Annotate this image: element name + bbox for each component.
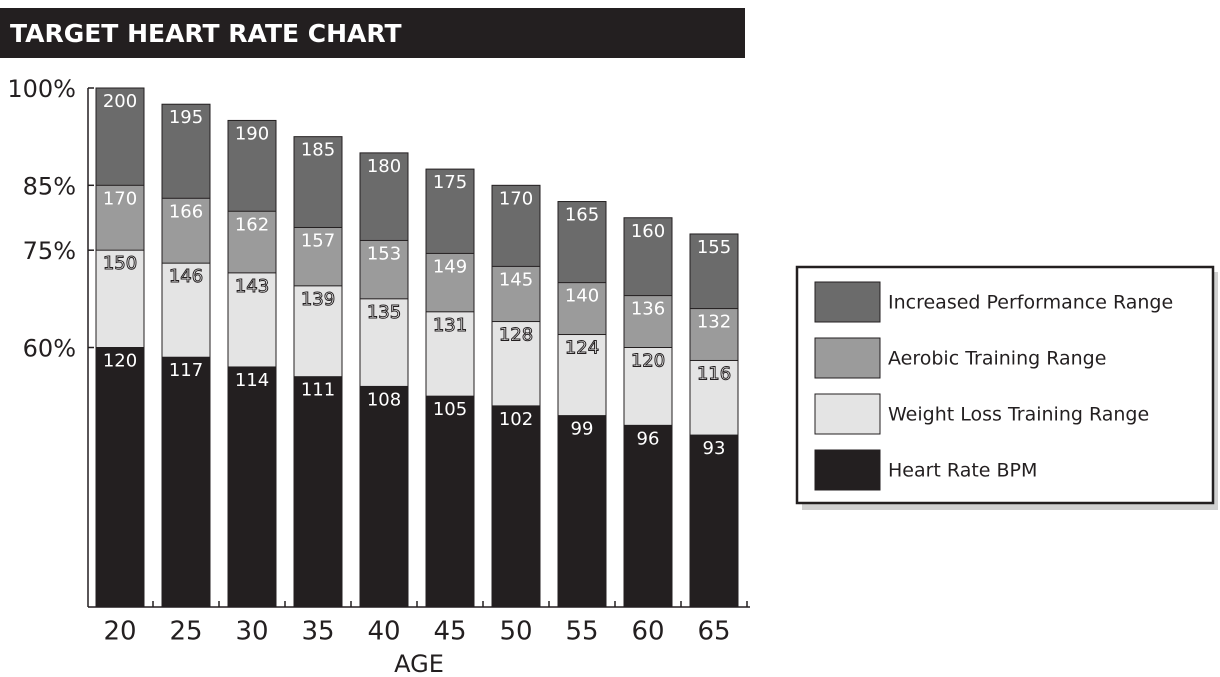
- bar: [425, 395, 475, 608]
- bar: [689, 434, 739, 608]
- value-label: 185: [301, 140, 335, 161]
- y-tick-label: 75%: [23, 237, 76, 265]
- value-label: 195: [169, 107, 203, 128]
- x-tick-label: 65: [697, 617, 730, 647]
- x-tick-label: 50: [499, 617, 532, 647]
- value-label: 166: [169, 201, 203, 222]
- legend-swatch: [814, 449, 881, 491]
- value-label: 105: [433, 399, 467, 420]
- value-label: 162: [235, 214, 269, 235]
- value-label: 145: [499, 269, 533, 290]
- bar: [359, 385, 409, 608]
- value-label: 190: [235, 123, 269, 144]
- y-tick-label: 100%: [7, 75, 76, 103]
- value-label: 155: [697, 237, 731, 258]
- value-label: 135: [367, 302, 401, 323]
- value-label: 102: [499, 409, 533, 430]
- value-label: 132: [697, 312, 731, 333]
- value-label: 116: [697, 363, 731, 384]
- x-tick-label: 40: [367, 617, 400, 647]
- value-label: 200: [103, 91, 137, 112]
- legend-swatch: [814, 393, 881, 435]
- value-label: 120: [103, 351, 137, 372]
- legend-label: Heart Rate BPM: [888, 460, 1037, 482]
- legend-label: Weight Loss Training Range: [888, 404, 1149, 426]
- bar: [623, 424, 673, 608]
- value-label: 96: [637, 428, 660, 449]
- value-label: 93: [703, 438, 726, 459]
- value-label: 170: [499, 188, 533, 209]
- x-tick-label: 35: [301, 617, 334, 647]
- value-label: 146: [169, 266, 203, 287]
- title-bar: [0, 8, 745, 58]
- value-label: 114: [235, 370, 269, 391]
- x-tick-label: 25: [169, 617, 202, 647]
- value-label: 140: [565, 286, 599, 307]
- x-tick-label: 45: [433, 617, 466, 647]
- value-label: 108: [367, 389, 401, 410]
- y-tick-label: 60%: [23, 335, 76, 363]
- value-label: 128: [499, 325, 533, 346]
- value-label: 139: [301, 289, 335, 310]
- chart-title: TARGET HEART RATE CHART: [10, 19, 402, 48]
- legend-swatch: [814, 281, 881, 323]
- x-tick-label: 20: [103, 617, 136, 647]
- x-tick-label: 55: [565, 617, 598, 647]
- value-label: 150: [103, 253, 137, 274]
- legend-swatch: [814, 337, 881, 379]
- x-tick-label: 60: [631, 617, 664, 647]
- value-label: 153: [367, 243, 401, 264]
- bar: [227, 366, 277, 608]
- y-tick-label: 85%: [23, 172, 76, 200]
- value-label: 149: [433, 256, 467, 277]
- value-label: 143: [235, 276, 269, 297]
- bar: [161, 356, 211, 608]
- bar: [293, 376, 343, 608]
- value-label: 170: [103, 188, 137, 209]
- value-label: 120: [631, 351, 665, 372]
- value-label: 131: [433, 315, 467, 336]
- value-label: 111: [301, 380, 335, 401]
- value-label: 165: [565, 205, 599, 226]
- value-label: 160: [631, 221, 665, 242]
- value-label: 99: [571, 419, 594, 440]
- legend-label: Increased Performance Range: [888, 292, 1173, 314]
- value-label: 175: [433, 172, 467, 193]
- x-axis-title: AGE: [394, 650, 444, 677]
- bar: [95, 347, 145, 608]
- x-tick-label: 30: [235, 617, 268, 647]
- value-label: 117: [169, 360, 203, 381]
- bar: [491, 405, 541, 608]
- value-label: 157: [301, 230, 335, 251]
- value-label: 124: [565, 338, 599, 359]
- value-label: 180: [367, 156, 401, 177]
- value-label: 136: [631, 299, 665, 320]
- legend-label: Aerobic Training Range: [888, 348, 1106, 370]
- bar: [557, 415, 607, 608]
